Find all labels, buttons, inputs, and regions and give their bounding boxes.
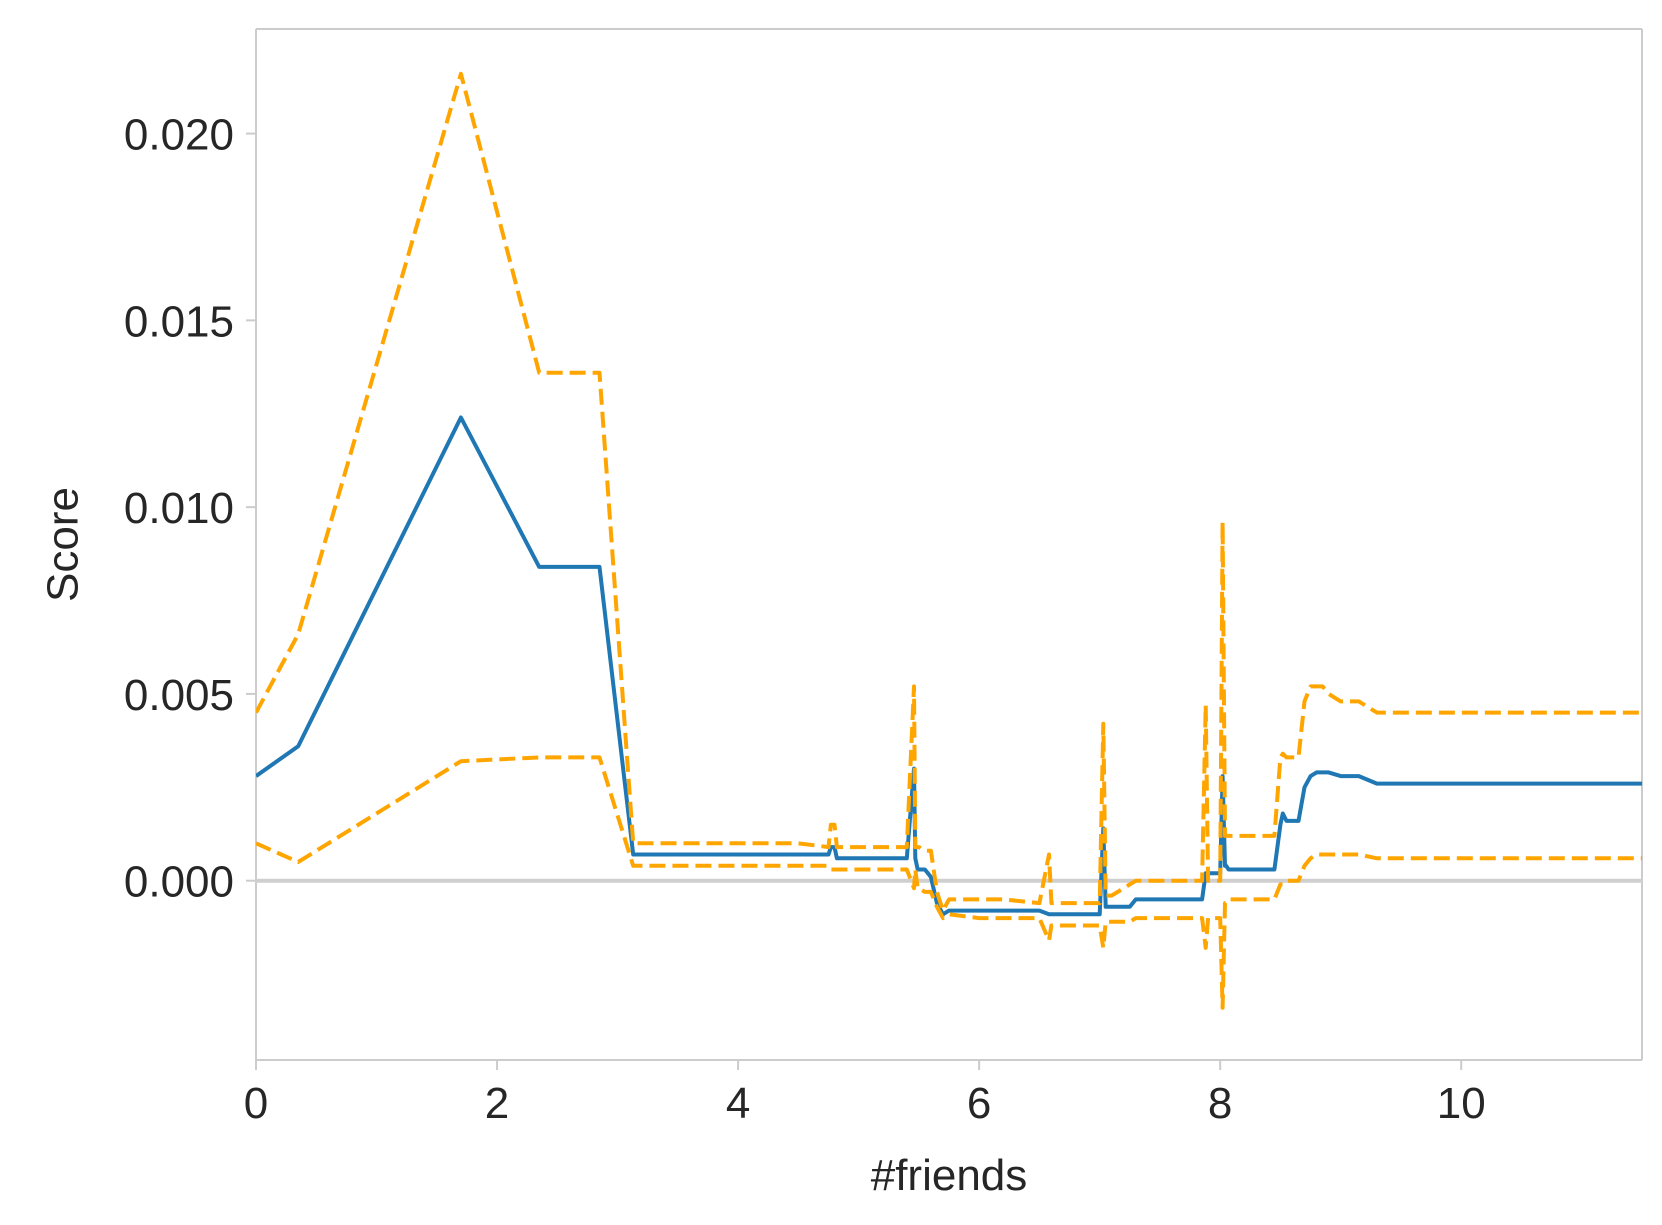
bound-line-series-1	[256, 71, 1642, 913]
x-tick-label: 6	[967, 1079, 991, 1128]
y-tick-label: 0.000	[124, 858, 234, 907]
x-tick-label: 4	[726, 1079, 750, 1128]
x-tick-label: 0	[244, 1079, 268, 1128]
series-lines	[256, 71, 1642, 1010]
x-axis-title: #friends	[871, 1151, 1028, 1200]
bound-line-series-2	[256, 755, 1642, 1010]
y-tick-label: 0.020	[124, 111, 234, 160]
y-tick-label: 0.010	[124, 484, 234, 533]
x-tick-label: 2	[485, 1079, 509, 1128]
x-tick-label: 8	[1208, 1079, 1232, 1128]
x-axis-ticks: 0 2 4 6 8 10	[244, 1060, 1486, 1128]
y-tick-label: 0.005	[124, 671, 234, 720]
y-axis-title: Score	[38, 487, 87, 602]
plot-frame	[255, 28, 1643, 1061]
y-tick-label: 0.015	[124, 297, 234, 346]
x-tick-label: 10	[1437, 1079, 1486, 1128]
mean-line-series	[256, 415, 1642, 917]
y-axis-ticks: 0.000 0.005 0.010 0.015 0.020	[124, 111, 256, 907]
